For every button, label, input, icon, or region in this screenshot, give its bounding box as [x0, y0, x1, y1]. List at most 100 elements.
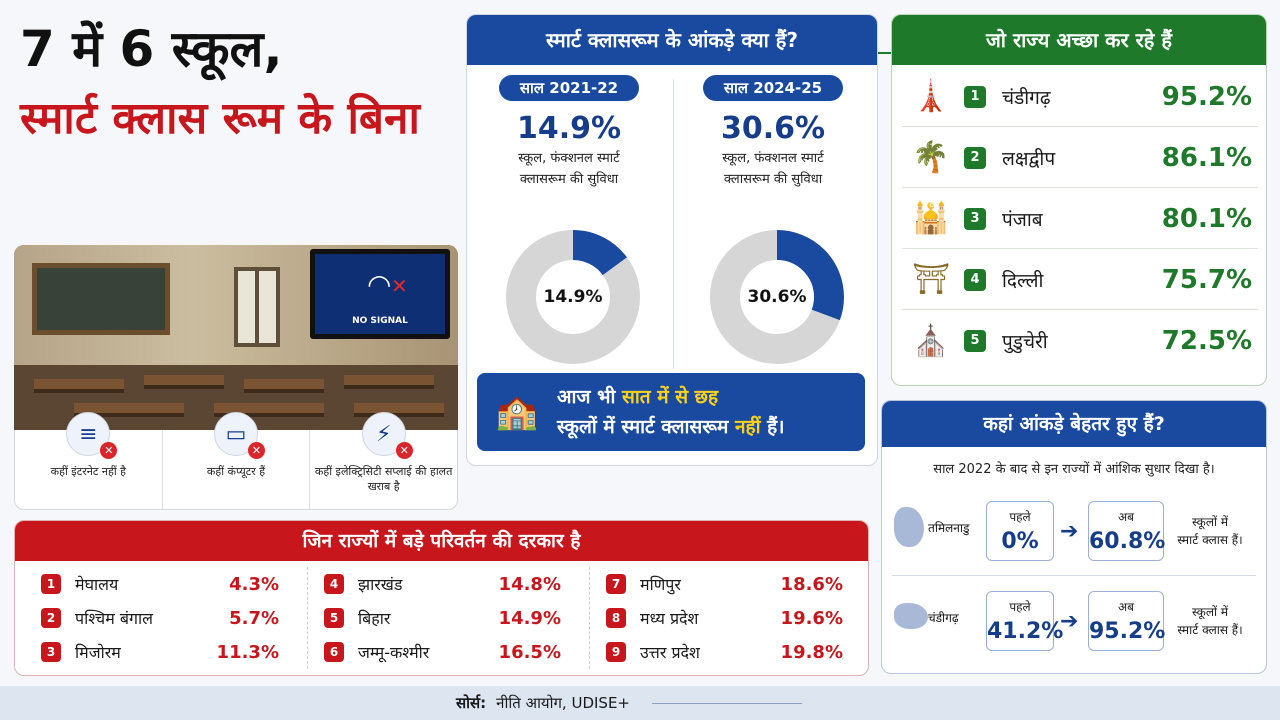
donut-svg-2021: [506, 230, 640, 364]
chalkboard: [32, 263, 170, 335]
callout-highlight: नहीं: [735, 416, 761, 438]
needs-row: 8 मध्य प्रदेश 19.6%: [590, 601, 859, 635]
source-label: सोर्स:: [455, 694, 487, 712]
state-name: बिहार: [358, 609, 391, 628]
needs-row: 2 पश्चिम बंगाल 5.7%: [25, 601, 295, 635]
improved-row: चंडीगढ़ पहले 41.2% ➔ अब 95.2% स्कूलों मे…: [888, 589, 1260, 669]
improved-state: चंडीगढ़: [928, 611, 959, 625]
after-label: अब: [1117, 600, 1135, 614]
year-block-2021: साल 2021-22 14.9% स्कूल, फंक्शनल स्मार्ट…: [481, 75, 657, 190]
needs-column: 4 झारखंड 14.8% 5 बिहार 14.9% 6 जम्मू-कश्मीर 16…: [307, 567, 577, 669]
smart-tv: ◠ ✕ NO SIGNAL: [310, 249, 450, 339]
desk: [74, 403, 184, 417]
headline-line-1: 7 में 6 स्कूल,: [20, 20, 283, 78]
rank-badge: 4: [324, 574, 344, 594]
state-value: 4.3%: [229, 573, 279, 595]
panel-divider: [673, 79, 674, 369]
before-value: 41.2%: [987, 619, 1064, 644]
rank-badge: 6: [324, 642, 344, 662]
headline: 7 में 6 स्कूल, स्मार्ट क्लास रूम के बिना: [20, 18, 460, 150]
before-box: पहले 41.2%: [986, 591, 1064, 651]
rank-badge: 8: [606, 608, 626, 628]
rank-badge: 9: [606, 642, 626, 662]
needs-row: 1 मेघालय 4.3%: [25, 567, 295, 601]
state-name: मेघालय: [75, 575, 119, 594]
year-pill: साल 2021-22: [499, 75, 639, 101]
needs-change-title: जिन राज्यों में बड़े परिवर्तन की दरकार ह…: [15, 521, 868, 561]
needs-row: 3 मिजोरम 11.3%: [25, 635, 295, 669]
year-percent: 30.6%: [720, 111, 826, 146]
issue-text: कहीं इंटरनेट नहीं है: [50, 465, 127, 478]
state-value: 80.1%: [1161, 203, 1252, 234]
lightning-icon: ⚡ ✕: [361, 412, 413, 459]
year-pill: साल 2024-25: [703, 75, 843, 101]
tail-line: स्कूलों में: [1191, 515, 1229, 529]
error-x-icon: ✕: [100, 442, 118, 459]
improved-panel: कहां आंकड़े बेहतर हुए हैं? साल 2022 के ब…: [881, 400, 1267, 674]
improved-divider: [892, 575, 1256, 576]
state-name: चंडीगढ़: [1002, 86, 1051, 109]
desk: [344, 375, 434, 389]
school-building-icon: 🏫: [495, 392, 539, 432]
year-desc-line: स्कूल, फंक्शनल स्मार्ट: [722, 151, 824, 166]
issue-text: कहीं इलेक्ट्रिसिटी सप्लाई की हालत खराब ह…: [314, 465, 453, 493]
desk: [144, 375, 224, 389]
before-box: पहले 0%: [986, 501, 1054, 561]
state-value: 19.6%: [780, 607, 843, 629]
rank-badge: 5: [964, 330, 986, 352]
state-name: पंजाब: [1002, 208, 1043, 231]
issues-strip: ≡ ✕ कहीं इंटरनेट नहीं है ▭ ✕ कहीं कंप्यूटर…: [14, 412, 458, 510]
state-value: 16.5%: [498, 641, 561, 663]
before-value: 0%: [1001, 529, 1039, 554]
state-name: पुडुचेरी: [1002, 331, 1048, 353]
callout-banner: 🏫 आज भी सात में से छह स्कूलों में स्मार्…: [477, 373, 865, 451]
top-state-row: ⛪ 5 पुडुचेरी 72.5%: [902, 311, 1258, 371]
source-text: नीति आयोग, UDISE+: [496, 694, 630, 712]
error-x-icon: ✕: [395, 442, 413, 459]
state-value: 11.3%: [216, 641, 279, 663]
classroom-window: [234, 267, 280, 347]
year-block-2024: साल 2024-25 30.6% स्कूल, फंक्शनल स्मार्ट…: [685, 75, 861, 190]
donut-center-label: 30.6%: [747, 287, 807, 307]
church-dome-icon: ⛪: [912, 323, 950, 359]
footer-source: सोर्स: नीति आयोग, UDISE+: [0, 686, 1280, 720]
tv-no-signal-label: NO SIGNAL: [352, 316, 408, 326]
smart-classroom-panel: स्मार्ट क्लासरूम के आंकड़े क्या हैं? साल…: [466, 14, 878, 466]
callout-part: हैं।: [760, 416, 785, 438]
rank-badge: 2: [41, 608, 61, 628]
state-value: 14.8%: [498, 573, 561, 595]
state-value: 19.8%: [780, 641, 843, 663]
tower-monument-icon: 🗼: [912, 79, 950, 114]
state-name: झारखंड: [358, 575, 403, 594]
callout-part: आज भी: [557, 386, 623, 408]
donut-slice-rest: [506, 230, 640, 364]
callout-line-1: आज भी सात में से छह: [557, 382, 784, 412]
desk: [34, 379, 124, 393]
state-name: लक्षद्वीप: [1002, 147, 1056, 170]
headline-line-2: स्मार्ट क्लास रूम के बिना: [20, 93, 420, 144]
needs-row: 6 जम्मू-कश्मीर 16.5%: [308, 635, 577, 669]
issue-internet: ≡ ✕ कहीं इंटरनेट नहीं है: [15, 412, 162, 509]
callout-text: आज भी सात में से छह स्कूलों में स्मार्ट …: [557, 382, 784, 442]
needs-column: 1 मेघालय 4.3% 2 पश्चिम बंगाल 5.7% 3 मिजोरम 11.…: [25, 567, 295, 669]
state-name: उत्तर प्रदेश: [640, 643, 700, 662]
rank-badge: 3: [41, 642, 61, 662]
rank-badge: 3: [964, 207, 986, 230]
state-value: 86.1%: [1161, 142, 1252, 173]
golden-temple-icon: 🕌: [912, 201, 950, 236]
top-state-row: 🌴 2 लक्षद्वीप 86.1%: [902, 128, 1258, 188]
state-value: 18.6%: [780, 573, 843, 595]
improved-tail: स्कूलों में स्मार्ट क्लास हैं।: [1168, 603, 1252, 639]
state-value: 95.2%: [1161, 81, 1252, 112]
india-gate-icon: ⛩: [911, 262, 951, 297]
donut-chart-2021: 14.9%: [503, 227, 643, 367]
rank-badge: 5: [324, 608, 344, 628]
arrow-right-icon: ➔: [1060, 609, 1079, 634]
needs-row: 7 मणिपुर 18.6%: [590, 567, 859, 601]
wifi-icon: ≡ ✕: [66, 412, 118, 459]
rank-badge: 1: [41, 574, 61, 594]
palm-island-icon: 🌴: [912, 140, 950, 175]
after-box: अब 60.8%: [1088, 501, 1165, 561]
improved-row: तमिलनाडु पहले 0% ➔ अब 60.8% स्कूलों में …: [888, 499, 1260, 579]
needs-row: 5 बिहार 14.9%: [308, 601, 577, 635]
